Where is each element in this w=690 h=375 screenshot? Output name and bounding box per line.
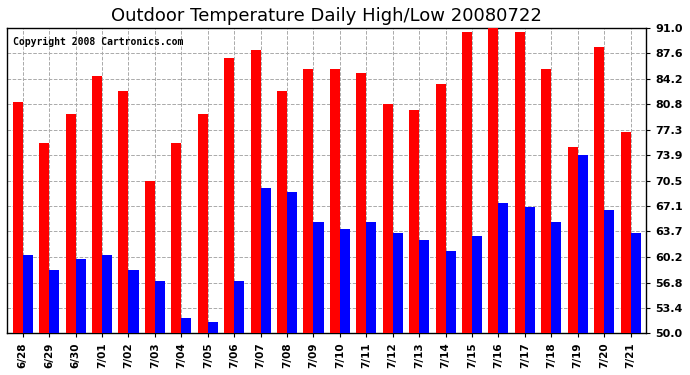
Bar [620, 132, 631, 333]
Bar [304, 69, 313, 333]
Bar [250, 50, 261, 333]
Bar [366, 222, 376, 333]
Title: Outdoor Temperature Daily High/Low 20080722: Outdoor Temperature Daily High/Low 20080… [111, 7, 542, 25]
Bar [435, 84, 446, 333]
Bar [594, 46, 604, 333]
Bar [102, 255, 112, 333]
Bar [551, 222, 562, 333]
Bar [208, 322, 218, 333]
Bar [525, 207, 535, 333]
Bar [631, 233, 640, 333]
Bar [568, 147, 578, 333]
Bar [419, 240, 429, 333]
Bar [145, 181, 155, 333]
Bar [171, 143, 181, 333]
Bar [155, 281, 165, 333]
Bar [393, 233, 403, 333]
Bar [66, 114, 76, 333]
Bar [39, 143, 49, 333]
Bar [340, 229, 350, 333]
Bar [578, 154, 588, 333]
Bar [489, 24, 498, 333]
Bar [76, 259, 86, 333]
Bar [224, 58, 234, 333]
Bar [498, 203, 509, 333]
Bar [446, 251, 455, 333]
Text: Copyright 2008 Cartronics.com: Copyright 2008 Cartronics.com [13, 37, 184, 47]
Bar [49, 270, 59, 333]
Bar [313, 222, 324, 333]
Bar [234, 281, 244, 333]
Bar [472, 237, 482, 333]
Bar [515, 32, 525, 333]
Bar [356, 73, 366, 333]
Bar [92, 76, 102, 333]
Bar [277, 91, 287, 333]
Bar [330, 69, 340, 333]
Bar [128, 270, 139, 333]
Bar [198, 114, 208, 333]
Bar [604, 210, 614, 333]
Bar [12, 102, 23, 333]
Bar [119, 91, 128, 333]
Bar [23, 255, 33, 333]
Bar [409, 110, 419, 333]
Bar [462, 32, 472, 333]
Bar [181, 318, 191, 333]
Bar [383, 104, 393, 333]
Bar [261, 188, 270, 333]
Bar [287, 192, 297, 333]
Bar [541, 69, 551, 333]
